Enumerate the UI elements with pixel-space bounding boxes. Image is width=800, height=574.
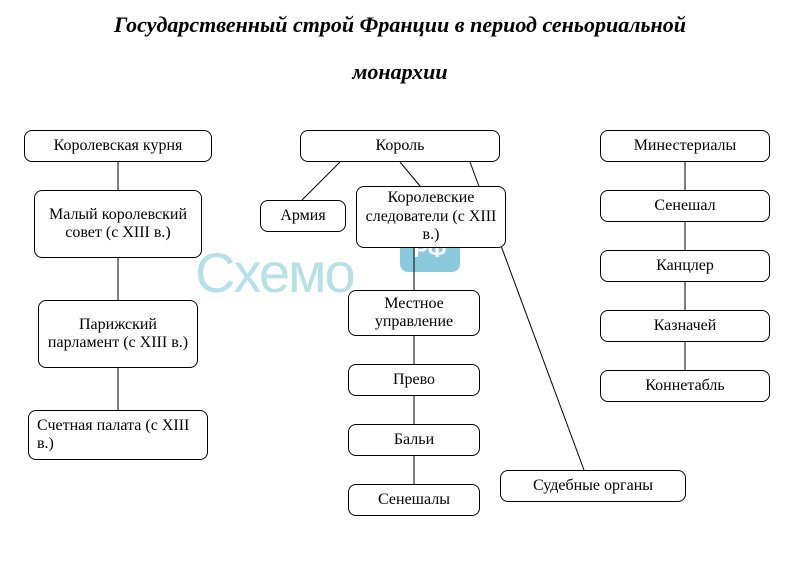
edge-king-investigators [400,162,420,186]
diagram-title: Государственный строй Франции в период с… [0,8,800,88]
title-line2: монархии [0,55,800,88]
title-line1: Государственный строй Франции в период с… [114,12,686,37]
node-chamber: Счетная палата (с XIII в.) [28,410,208,460]
node-judicial: Судебные органы [500,470,686,502]
node-seneschals: Сенешалы [348,484,480,516]
node-ministerials: Минестериалы [600,130,770,162]
node-parlement: Парижский парламент (с XIII в.) [38,300,198,368]
node-investigators: Королевские следователи (с XIII в.) [356,186,506,248]
node-curia: Королевская курня [24,130,212,162]
node-chancellor: Канцлер [600,250,770,282]
edge-king-army [302,162,340,200]
node-constable: Коннетабль [600,370,770,402]
node-seneschal: Сенешал [600,190,770,222]
node-king: Король [300,130,500,162]
watermark-text: Схемо [195,240,354,305]
node-small_council: Малый королевский совет (с XIII в.) [34,190,202,258]
node-army: Армия [260,200,346,232]
node-treasurer: Казначей [600,310,770,342]
node-prevot: Прево [348,364,480,396]
node-bailli: Бальи [348,424,480,456]
node-local: Местное управление [348,290,480,336]
